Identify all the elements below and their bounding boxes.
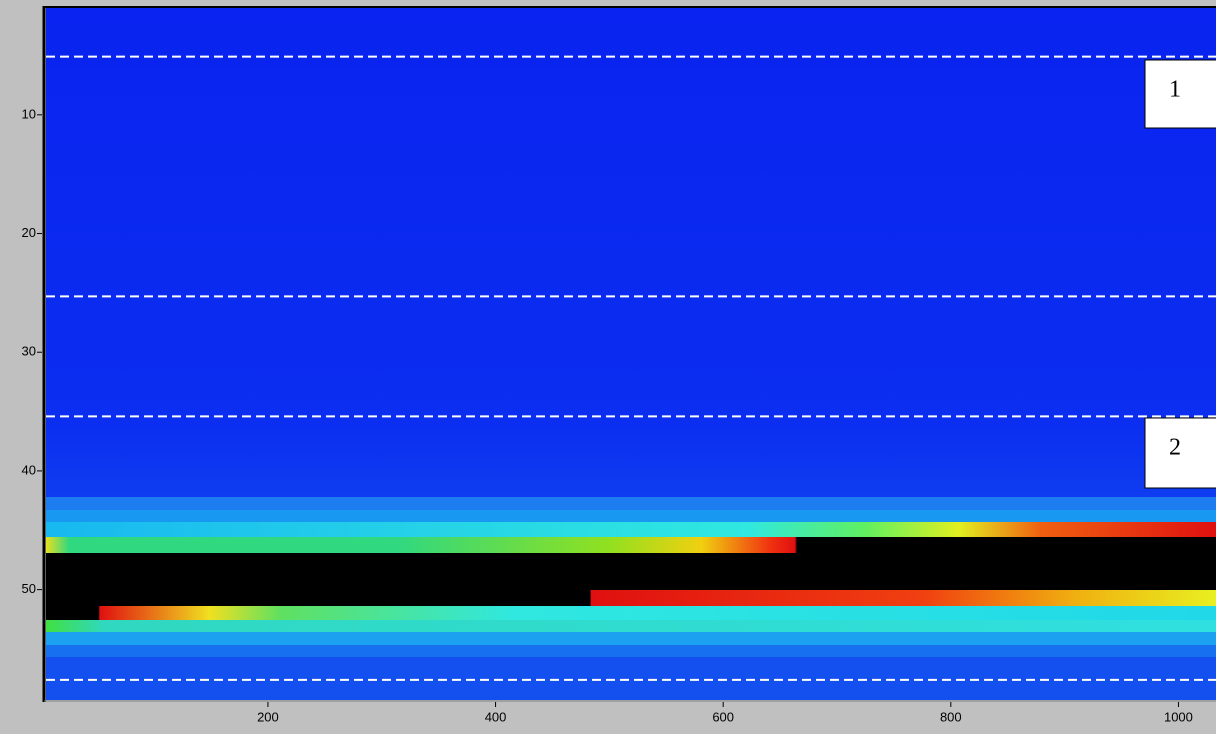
heatmap-band — [46, 645, 1216, 657]
heatmap-band — [46, 590, 1216, 606]
y-tick-label: 20 — [22, 225, 36, 240]
annotation: 1 — [1169, 77, 1181, 103]
y-tick-label: 50 — [22, 581, 36, 596]
heatmap-band — [46, 522, 1216, 537]
annotation-box — [1144, 417, 1216, 489]
heatmap-band — [46, 497, 1216, 510]
overlay — [46, 55, 1216, 681]
y-tick-label: 10 — [22, 106, 36, 121]
annotation-box — [1144, 59, 1216, 129]
heatmap-band — [46, 632, 1216, 645]
heatmap-band — [46, 553, 1216, 590]
x-tick-label: 1000 — [1164, 709, 1193, 724]
x-tick-label: 800 — [940, 709, 962, 724]
x-tick-label: 200 — [257, 709, 279, 724]
annotation: 2 — [1169, 435, 1181, 461]
x-tick-label: 400 — [485, 709, 507, 724]
y-tick-label: 30 — [22, 344, 36, 359]
x-tick-label: 600 — [712, 709, 734, 724]
heatmap-band — [46, 620, 1216, 632]
heatmap-band — [46, 606, 1216, 620]
y-tick-label: 40 — [22, 462, 36, 477]
heatmap-band — [46, 537, 1216, 553]
heatmap-band — [46, 510, 1216, 522]
